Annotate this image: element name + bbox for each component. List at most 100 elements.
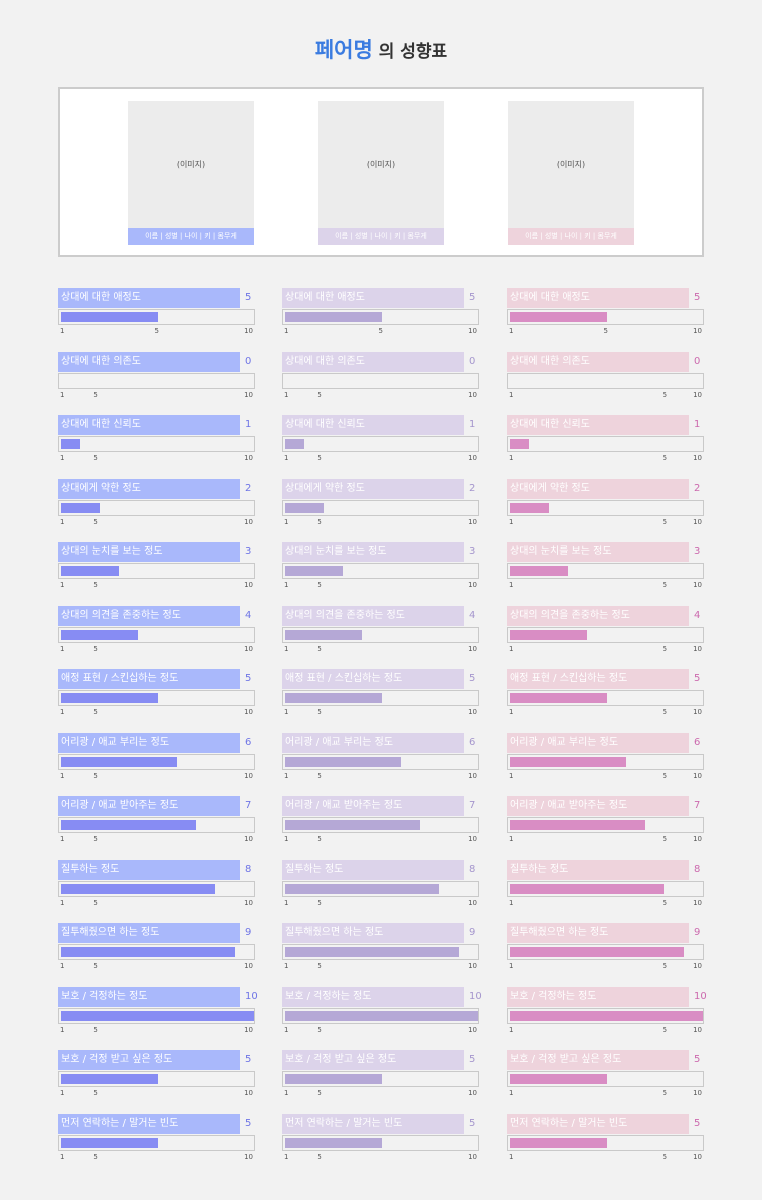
value-bar xyxy=(510,439,530,449)
value-bar xyxy=(285,629,363,640)
scale-tick: 1 xyxy=(59,898,65,907)
scale-tick: 5 xyxy=(317,390,322,399)
scale-tick: 5 xyxy=(317,454,322,462)
item-value: 5 xyxy=(694,1117,701,1129)
item-label: 보호 / 걱정하는 정도 xyxy=(507,986,689,1007)
scale-bar xyxy=(507,563,704,579)
scale-bar xyxy=(58,436,255,452)
scale-tick: 10 xyxy=(693,454,702,462)
profile-caption: 이름 | 성별 | 나이 | 키 | 몸무게 xyxy=(508,228,634,245)
scale-tick: 5 xyxy=(93,1025,98,1034)
scale-bar xyxy=(507,309,704,325)
item-label: 애정 표현 / 스킨십하는 정도 xyxy=(507,669,689,689)
scale-tick: 5 xyxy=(662,771,668,780)
item-label: 상대에 대한 애정도 xyxy=(58,288,240,308)
scale-tick: 1 xyxy=(283,898,289,907)
scale-tick: 5 xyxy=(93,771,98,780)
scale-tick: 1 xyxy=(283,835,289,843)
item-value: 3 xyxy=(694,546,701,557)
value-bar xyxy=(510,1074,607,1084)
scale-tick: 10 xyxy=(468,771,477,780)
scale-tick: 1 xyxy=(283,581,289,589)
scale-bar xyxy=(58,1007,255,1024)
pair-name: 페어명 xyxy=(314,38,373,62)
scale-tick: 1 xyxy=(508,454,514,462)
scale-tick: 10 xyxy=(468,1089,477,1097)
scale-bar xyxy=(507,753,704,770)
scale-tick: 10 xyxy=(244,454,253,462)
value-bar xyxy=(285,439,305,449)
item-value: 5 xyxy=(469,673,476,684)
scale-tick: 1 xyxy=(59,454,65,462)
scale-tick: 1 xyxy=(508,708,514,716)
scale-tick: 5 xyxy=(378,327,383,335)
value-bar xyxy=(61,947,235,957)
page-title: 페어명 의 성향표 xyxy=(0,34,762,64)
scale-tick: 1 xyxy=(508,581,514,589)
item-value: 4 xyxy=(694,609,701,621)
value-bar xyxy=(510,693,607,703)
item-value: 5 xyxy=(245,292,252,303)
scale-tick: 5 xyxy=(93,962,98,970)
scale-tick: 1 xyxy=(59,771,65,780)
item-label: 상대의 의견을 존중하는 정도 xyxy=(282,605,464,626)
scale-tick: 10 xyxy=(468,962,477,970)
scale-tick: 1 xyxy=(508,1025,514,1034)
image-label: (이미지) xyxy=(366,160,396,169)
item-label: 어리광 / 애교 부리는 정도 xyxy=(282,732,464,753)
scale-tick: 10 xyxy=(693,962,702,970)
scale-bar xyxy=(282,817,479,833)
image-placeholder: (이미지) 이름 | 성별 | 나이 | 키 | 몸무게 xyxy=(318,101,444,245)
scale-tick: 10 xyxy=(693,581,702,589)
item-label: 먼저 연락하는 / 말거는 빈도 xyxy=(507,1113,689,1134)
scale-bar xyxy=(507,817,704,833)
item-value: 7 xyxy=(469,800,476,811)
scale-bar xyxy=(58,626,255,643)
value-bar xyxy=(285,1074,382,1084)
scale-tick: 5 xyxy=(662,454,668,462)
scale-tick: 10 xyxy=(468,517,477,526)
scale-bar xyxy=(58,563,255,579)
scale-tick: 10 xyxy=(244,517,253,526)
scale-bar xyxy=(282,436,479,452)
value-bar xyxy=(285,502,324,513)
item-value: 9 xyxy=(469,927,476,938)
scale-bar xyxy=(507,944,704,960)
value-bar xyxy=(285,820,421,830)
item-value: 0 xyxy=(694,355,701,367)
scale-tick: 5 xyxy=(662,644,668,653)
scale-tick: 5 xyxy=(93,1152,98,1161)
scale-tick: 10 xyxy=(693,835,702,843)
scale-tick: 1 xyxy=(283,454,289,462)
scale-tick: 5 xyxy=(317,1152,322,1161)
item-label: 어리광 / 애교 받아주는 정도 xyxy=(58,796,240,816)
scale-bar xyxy=(58,499,255,516)
scale-bar xyxy=(282,880,479,897)
item-label: 질투하는 정도 xyxy=(507,859,689,880)
scale-tick: 5 xyxy=(662,835,668,843)
scale-tick: 1 xyxy=(59,581,65,589)
scale-tick: 5 xyxy=(317,962,322,970)
scale-tick: 1 xyxy=(59,708,65,716)
item-value: 8 xyxy=(245,863,252,875)
item-label: 상대의 의견을 존중하는 정도 xyxy=(507,605,689,626)
scale-tick: 10 xyxy=(693,1089,702,1097)
value-bar xyxy=(61,439,81,449)
scale-tick: 1 xyxy=(59,1089,65,1097)
scale-tick: 10 xyxy=(468,835,477,843)
item-label: 상대에게 약한 정도 xyxy=(282,478,464,499)
value-bar xyxy=(61,502,100,513)
scale-tick: 1 xyxy=(283,1025,289,1034)
value-bar xyxy=(61,566,119,576)
scale-tick: 5 xyxy=(317,1025,322,1034)
item-value: 5 xyxy=(469,1054,476,1065)
value-bar xyxy=(61,756,177,767)
image-label: (이미지) xyxy=(176,160,206,169)
scale-tick: 5 xyxy=(317,517,322,526)
scale-bar xyxy=(507,880,704,897)
scale-tick: 10 xyxy=(244,708,253,716)
scale-tick: 10 xyxy=(244,835,253,843)
value-bar xyxy=(285,947,459,957)
value-bar xyxy=(61,1010,254,1021)
